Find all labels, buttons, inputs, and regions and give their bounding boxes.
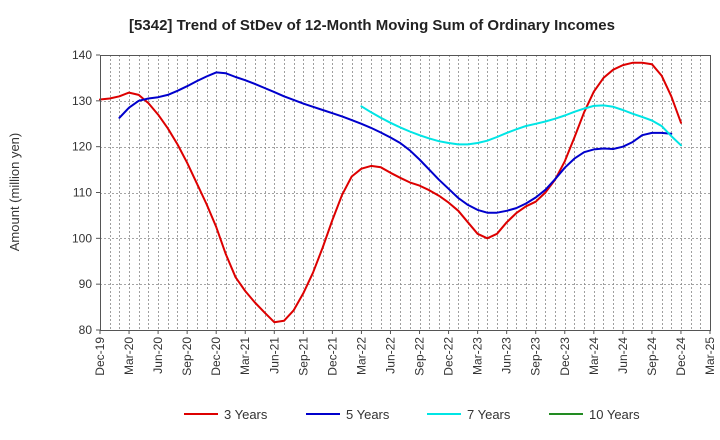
x-tick-label: Dec-22 xyxy=(442,337,456,376)
axis-ticks: 80 90 100 110 120 130 140 Dec-19 Mar-20 Jun-20 Sep… xyxy=(72,48,717,376)
x-tick-label: Sep-23 xyxy=(529,337,543,376)
series-line-5-years xyxy=(118,71,673,214)
plot-area-frame xyxy=(100,55,711,331)
x-tick-label: Mar-20 xyxy=(122,337,136,375)
legend-entry-label: 10 Years xyxy=(589,407,640,422)
x-tick-label: Dec-23 xyxy=(558,337,572,376)
x-tick-label: Jun-21 xyxy=(267,337,281,374)
y-tick-label: 80 xyxy=(79,323,93,337)
x-tick-label: Mar-23 xyxy=(471,337,485,375)
grid xyxy=(100,55,710,330)
x-tick-label: Dec-20 xyxy=(209,337,223,376)
x-tick-label: Mar-21 xyxy=(238,337,252,375)
x-tick-label: Dec-21 xyxy=(325,337,339,376)
x-tick-label: Jun-20 xyxy=(151,337,165,374)
y-tick-label: 100 xyxy=(72,231,92,245)
y-tick-label: 130 xyxy=(72,94,92,108)
x-tick-label: Jun-24 xyxy=(616,337,630,374)
x-tick-label: Mar-24 xyxy=(587,337,601,375)
y-tick-label: 140 xyxy=(72,48,92,62)
x-tick-label: Dec-24 xyxy=(674,337,688,376)
series-line-3-years xyxy=(99,61,682,324)
x-tick-label: Jun-22 xyxy=(383,337,397,374)
legend-entry-label: 3 Years xyxy=(224,407,268,422)
y-tick-label: 90 xyxy=(79,277,93,291)
legend: 3 Years 5 Years 7 Years 10 Years xyxy=(184,407,640,422)
y-tick-label: 110 xyxy=(73,186,92,200)
legend-entry-label: 5 Years xyxy=(346,407,390,422)
chart-title: [5342] Trend of StDev of 12-Month Moving… xyxy=(129,17,615,34)
x-tick-label: Mar-25 xyxy=(703,337,717,375)
x-tick-label: Sep-24 xyxy=(645,337,659,376)
x-tick-label: Sep-20 xyxy=(180,337,194,376)
x-tick-label: Sep-22 xyxy=(413,337,427,376)
x-tick-label: Mar-22 xyxy=(354,337,368,375)
series-lines xyxy=(99,61,682,324)
x-tick-label: Sep-21 xyxy=(296,337,310,376)
y-axis-label: Amount (million yen) xyxy=(7,133,22,252)
legend-entry-label: 7 Years xyxy=(467,407,511,422)
x-tick-label: Dec-19 xyxy=(93,337,107,376)
y-tick-label: 120 xyxy=(72,140,92,154)
x-tick-label: Jun-23 xyxy=(500,337,514,374)
series-line-7-years xyxy=(360,104,682,147)
